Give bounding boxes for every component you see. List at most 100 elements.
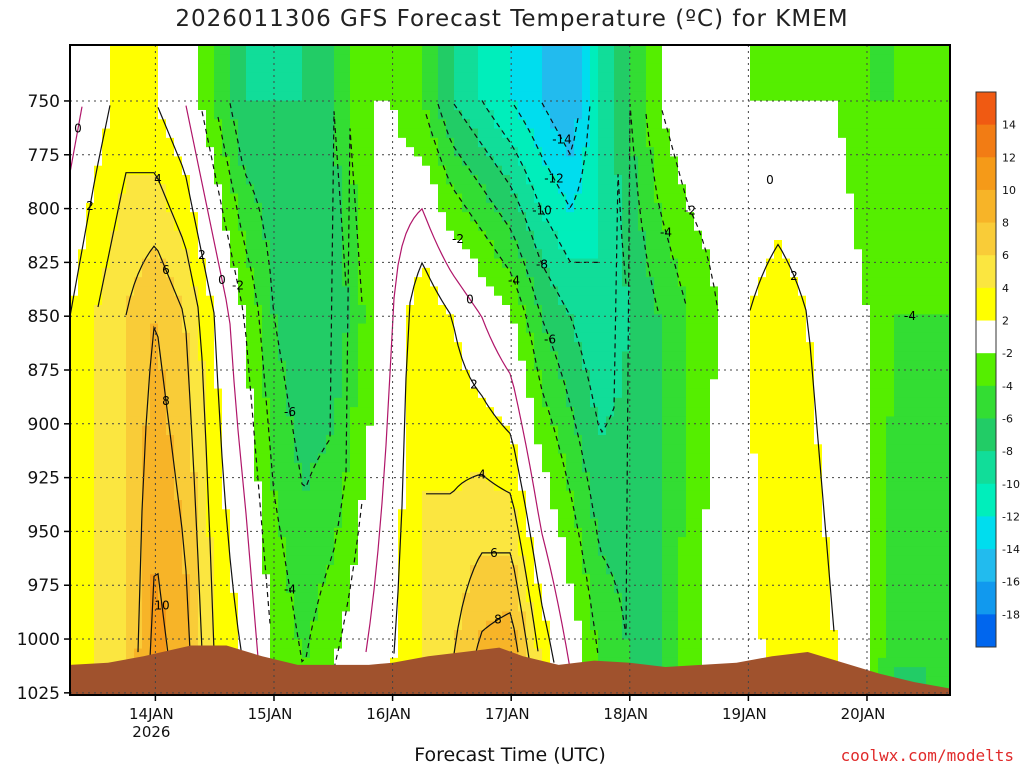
field-cell: [406, 648, 415, 659]
field-cell: [94, 305, 103, 315]
field-cell: [582, 565, 591, 575]
field-cell: [278, 425, 287, 436]
field-cell: [94, 537, 103, 548]
field-cell: [542, 351, 551, 362]
field-cell: [454, 379, 463, 390]
field-cell: [126, 212, 135, 223]
field-cell: [110, 397, 119, 408]
field-cell: [222, 527, 231, 538]
field-cell: [118, 305, 127, 315]
field-cell: [142, 360, 151, 371]
field-cell: [174, 509, 183, 520]
field-cell: [414, 184, 423, 195]
field-cell: [166, 332, 175, 343]
field-cell: [598, 72, 607, 83]
field-cell: [270, 342, 279, 353]
field-cell: [302, 490, 311, 501]
field-cell: [502, 277, 511, 288]
field-cell: [134, 397, 143, 408]
field-cell: [150, 620, 159, 631]
field-cell: [374, 527, 383, 538]
field-cell: [406, 592, 415, 603]
field-cell: [566, 91, 575, 102]
field-cell: [462, 407, 471, 418]
field-cell: [230, 156, 239, 167]
field-cell: [446, 360, 455, 371]
field-cell: [166, 620, 175, 631]
field-cell: [494, 444, 503, 455]
field-cell: [318, 82, 327, 93]
field-cell: [606, 323, 615, 334]
field-cell: [390, 583, 399, 594]
field-cell: [558, 388, 567, 399]
field-cell: [494, 425, 503, 436]
field-cell: [398, 119, 407, 130]
field-cell: [614, 509, 623, 520]
field-cell: [542, 370, 551, 380]
field-cell: [246, 100, 255, 111]
field-cell: [198, 574, 207, 585]
field-cell: [558, 435, 567, 445]
field-cell: [294, 602, 303, 613]
field-cell: [430, 462, 439, 473]
field-cell: [262, 472, 271, 483]
field-cell: [78, 351, 87, 362]
field-cell: [430, 82, 439, 93]
field-cell: [446, 500, 455, 510]
field-cell: [430, 453, 439, 464]
field-cell: [630, 397, 639, 408]
field-cell: [334, 184, 343, 195]
field-cell: [350, 574, 359, 585]
field-cell: [334, 388, 343, 399]
field-cell: [350, 137, 359, 148]
field-cell: [126, 332, 135, 343]
field-cell: [526, 82, 535, 93]
field-cell: [118, 249, 127, 260]
field-cell: [230, 184, 239, 195]
field-cell: [518, 592, 527, 603]
field-cell: [438, 565, 447, 575]
field-cell: [446, 63, 455, 74]
field-cell: [78, 137, 87, 148]
field-cell: [574, 444, 583, 455]
field-cell: [94, 481, 103, 492]
field-cell: [430, 527, 439, 538]
field-cell: [510, 574, 519, 585]
field-cell: [542, 565, 551, 575]
field-cell: [470, 54, 479, 65]
field-cell: [294, 202, 303, 213]
field-cell: [302, 165, 311, 176]
field-cell: [222, 63, 231, 74]
field-cell: [510, 388, 519, 399]
field-cell: [118, 555, 127, 566]
field-cell: [382, 202, 391, 213]
field-cell: [310, 648, 319, 659]
field-cell: [326, 388, 335, 399]
field-cell: [334, 602, 343, 613]
field-cell: [254, 314, 263, 325]
field-cell: [94, 500, 103, 510]
field-cell: [286, 546, 295, 557]
field-cell: [190, 221, 199, 232]
field-cell: [102, 370, 111, 380]
field-cell: [558, 193, 567, 204]
field-cell: [254, 323, 263, 334]
field-cell: [94, 295, 103, 306]
field-cell: [86, 397, 95, 408]
field-cell: [278, 221, 287, 232]
field-cell: [454, 555, 463, 566]
field-cell: [398, 425, 407, 436]
field-cell: [270, 444, 279, 455]
field-cell: [454, 110, 463, 120]
field-cell: [598, 527, 607, 538]
field-cell: [78, 379, 87, 390]
field-cell: [446, 481, 455, 492]
field-cell: [494, 82, 503, 93]
field-cell: [558, 314, 567, 325]
field-cell: [486, 630, 495, 640]
field-cell: [70, 82, 79, 93]
field-cell: [414, 370, 423, 380]
field-cell: [246, 592, 255, 603]
field-cell: [246, 258, 255, 269]
field-cell: [278, 592, 287, 603]
